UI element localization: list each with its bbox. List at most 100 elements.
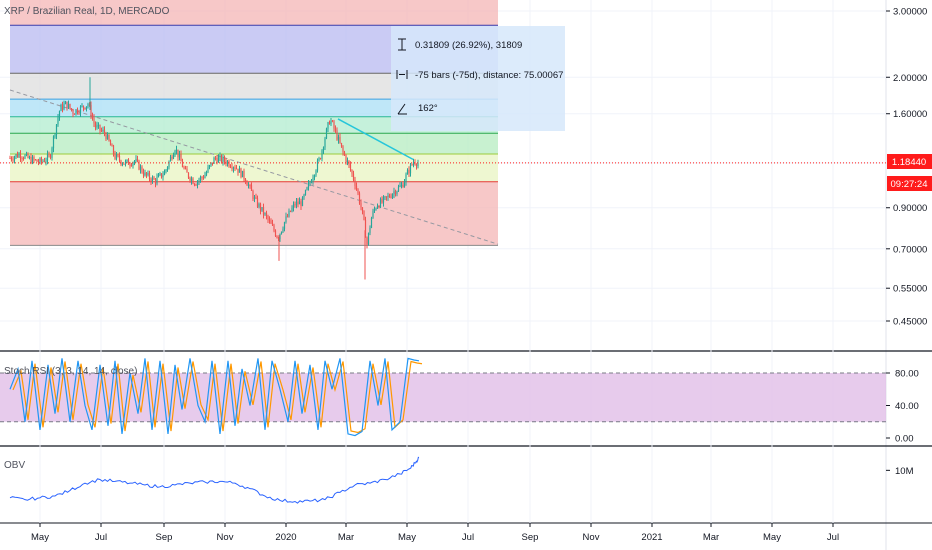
candle-body bbox=[399, 185, 401, 187]
candle-body bbox=[34, 159, 37, 161]
candle-body bbox=[79, 106, 82, 114]
candle-body bbox=[351, 169, 353, 174]
candle-body bbox=[258, 203, 260, 207]
candle-body bbox=[16, 154, 19, 158]
candle-body bbox=[376, 205, 379, 209]
candle-body bbox=[210, 162, 212, 166]
candle-body bbox=[292, 204, 295, 208]
candle-body bbox=[213, 157, 215, 164]
candle-body bbox=[115, 154, 118, 159]
candle-body bbox=[382, 197, 385, 203]
candle-body bbox=[133, 160, 136, 163]
rsi-tick-label: 80.00 bbox=[895, 369, 919, 380]
candle-body bbox=[285, 216, 287, 223]
time-tick-label: Mar bbox=[338, 532, 354, 543]
measure-bars-range: -75 bars (-75d), distance: 75.00067 bbox=[415, 70, 563, 81]
fib-retracement[interactable] bbox=[10, 0, 498, 246]
candle-body bbox=[298, 201, 301, 205]
candle-body bbox=[405, 174, 407, 182]
candle-body bbox=[357, 189, 359, 194]
candle-body bbox=[180, 154, 182, 162]
measure-angle: 162° bbox=[418, 103, 438, 114]
candle-body bbox=[121, 163, 124, 165]
candle-body bbox=[294, 204, 296, 206]
candle-body bbox=[97, 124, 100, 126]
candle-body bbox=[190, 178, 193, 181]
candle-body bbox=[402, 184, 404, 188]
time-tick-label: Jul bbox=[462, 532, 474, 543]
fib-zone-6 bbox=[10, 154, 498, 182]
candle-body bbox=[306, 187, 308, 191]
price-tick-label: 0.55000 bbox=[893, 284, 927, 295]
candle-body bbox=[61, 104, 64, 110]
candle-body bbox=[331, 120, 334, 122]
candle-body bbox=[295, 201, 298, 206]
candle-body bbox=[183, 167, 185, 169]
candle-body bbox=[288, 210, 290, 217]
candle-body bbox=[202, 177, 205, 179]
candle-body bbox=[381, 199, 383, 203]
candle-body bbox=[297, 201, 299, 205]
candle-body bbox=[138, 160, 140, 170]
measure-box[interactable] bbox=[391, 26, 565, 131]
price-axis[interactable]: 3.00000 2.00000 1.60000 0.90000 0.70000 0.550… bbox=[886, 7, 927, 328]
candle-body bbox=[153, 177, 155, 180]
candle-body bbox=[231, 167, 233, 169]
candle-body bbox=[217, 157, 220, 163]
candle-body bbox=[262, 207, 265, 215]
stoch-rsi-pane[interactable] bbox=[0, 357, 886, 437]
candle-body bbox=[129, 164, 131, 166]
candle-body bbox=[282, 228, 284, 232]
candle-body bbox=[333, 121, 335, 129]
candle-body bbox=[409, 164, 412, 174]
candle-body bbox=[264, 213, 266, 215]
candle-body bbox=[22, 158, 25, 160]
measure-segment[interactable] bbox=[337, 118, 414, 161]
candle-body bbox=[123, 163, 125, 165]
obv-axis: 10M bbox=[886, 466, 914, 477]
candle-body bbox=[361, 207, 364, 211]
candle-body bbox=[10, 158, 13, 160]
candle-body bbox=[9, 158, 11, 160]
candle-body bbox=[162, 175, 164, 178]
candle-body bbox=[48, 154, 50, 156]
last-price-badge-bg bbox=[887, 154, 932, 169]
candle-body bbox=[354, 179, 356, 186]
candle-body bbox=[339, 136, 341, 143]
candle-body bbox=[70, 108, 73, 111]
candle-body bbox=[192, 178, 194, 184]
candle-body bbox=[259, 203, 262, 211]
candle-body bbox=[216, 158, 218, 163]
candle-body bbox=[93, 118, 95, 124]
candle-body bbox=[412, 162, 415, 165]
candle-body bbox=[154, 179, 157, 184]
stoch-rsi-label: Stoch RSI (3, 3, 14, 14, close) bbox=[4, 366, 137, 377]
time-tick-label: Nov bbox=[217, 532, 234, 543]
candle-body bbox=[235, 168, 238, 170]
candle-body bbox=[36, 159, 38, 162]
countdown-badge-bg bbox=[887, 176, 932, 191]
obv-pane[interactable] bbox=[9, 456, 420, 504]
time-tick-label: Nov bbox=[583, 532, 600, 543]
candle-body bbox=[157, 174, 160, 178]
candle-body bbox=[193, 183, 196, 185]
candle-body bbox=[177, 149, 179, 158]
time-tick-label: May bbox=[398, 532, 416, 543]
candle-body bbox=[324, 138, 326, 148]
obv-line bbox=[9, 456, 420, 504]
candle-body bbox=[87, 104, 89, 107]
candle-body bbox=[54, 135, 56, 137]
candle-body bbox=[204, 175, 206, 179]
candle-body bbox=[187, 172, 190, 178]
candle-body bbox=[166, 167, 169, 170]
candle-body bbox=[267, 215, 269, 220]
candle-body bbox=[112, 145, 115, 154]
measure-tool[interactable]: 0.31809 (26.92%), 31809 -75 bars (-75d),… bbox=[337, 26, 565, 161]
candle-body bbox=[388, 195, 391, 197]
candle-body bbox=[207, 167, 209, 173]
time-axis[interactable]: May Jul Sep Nov 2020 Mar May Jul Sep Nov 2021 Mar Ma… bbox=[31, 523, 839, 543]
candle-body bbox=[175, 149, 178, 152]
candle-body bbox=[273, 225, 275, 231]
candle-body bbox=[12, 159, 14, 161]
